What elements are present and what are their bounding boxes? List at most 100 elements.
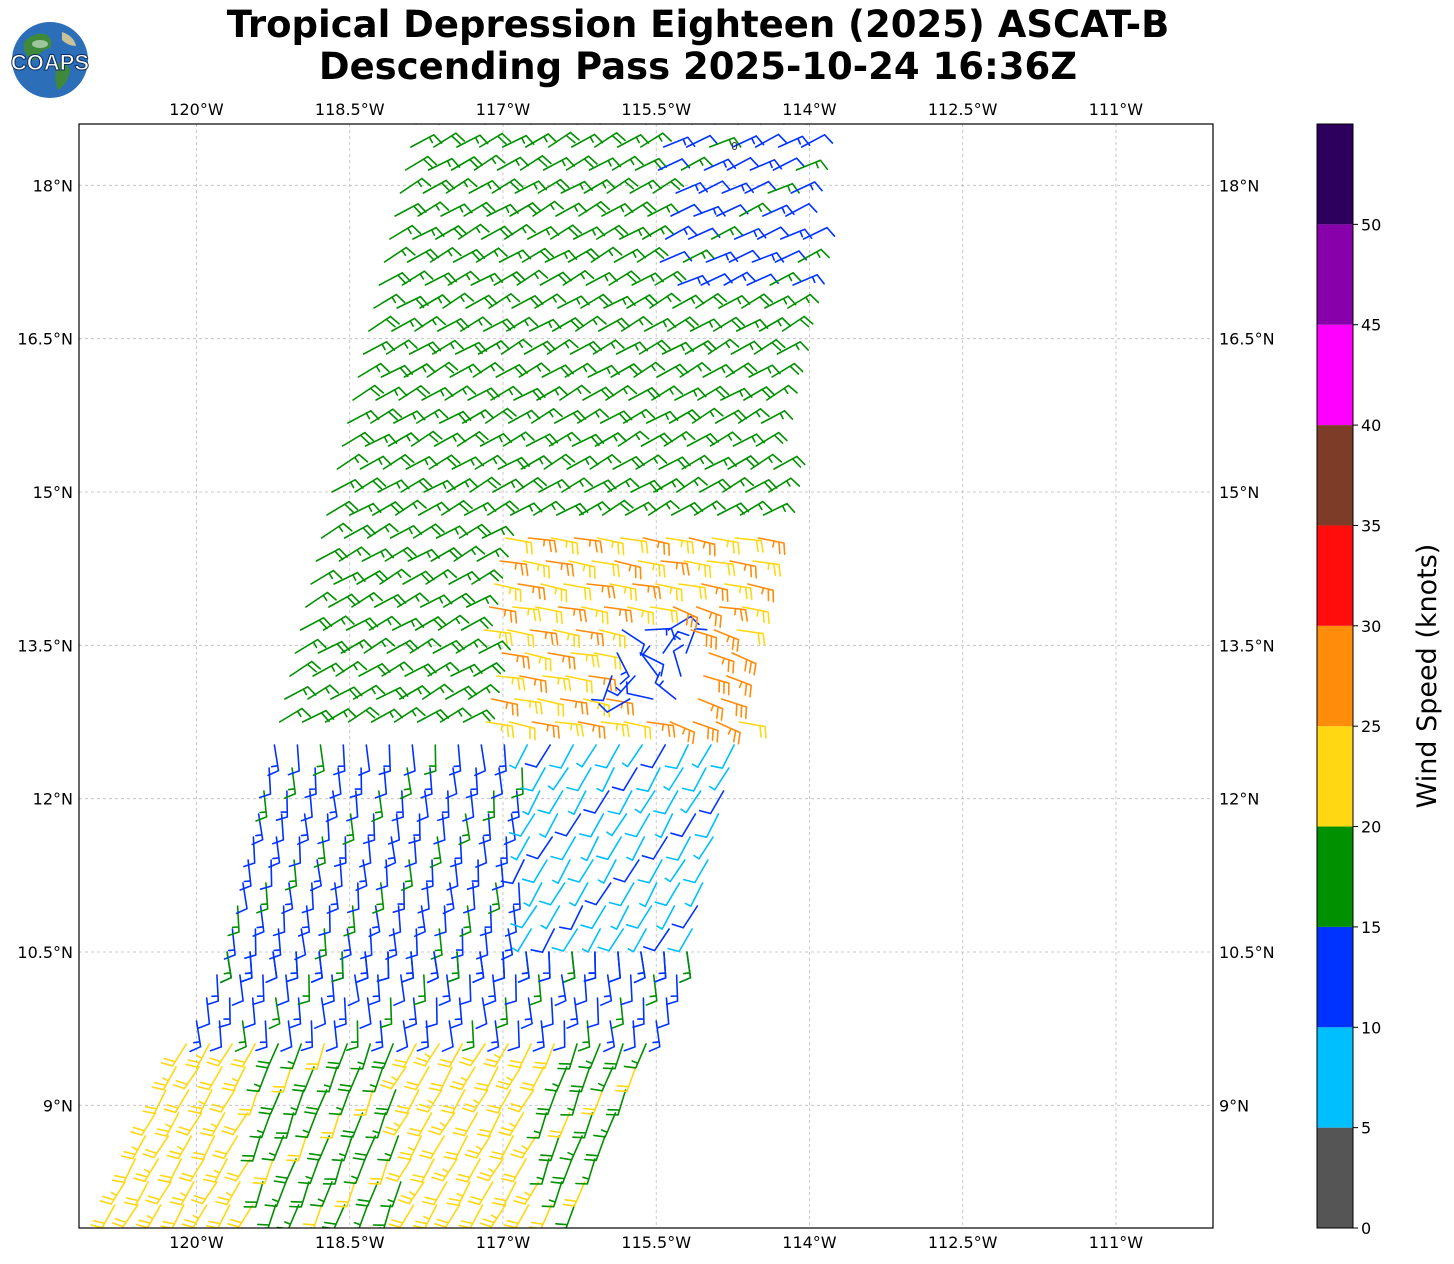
- wind-barb: [362, 1066, 384, 1093]
- x-tick-label-bottom: 120°W: [169, 1233, 224, 1252]
- wind-barb: [634, 790, 656, 814]
- wind-barb: [627, 928, 647, 953]
- wind-barb: [243, 836, 256, 868]
- wind-barb: [565, 675, 593, 694]
- wind-barb: [485, 721, 515, 739]
- wind-barb: [450, 997, 463, 1029]
- wind-barb: [670, 502, 704, 516]
- wind-barb: [681, 454, 714, 470]
- wind-barb: [559, 384, 591, 401]
- wind-barb: [500, 338, 533, 355]
- wind-barb: [553, 1204, 576, 1228]
- wind-barb: [767, 182, 800, 194]
- wind-barb: [474, 744, 487, 777]
- wind-barb: [275, 790, 289, 821]
- wind-barb: [691, 744, 712, 769]
- wind-barb: [802, 226, 836, 240]
- wind-barb: [489, 606, 518, 624]
- wind-barb: [651, 385, 684, 401]
- wind-barb: [380, 1181, 402, 1208]
- y-tick-label-left: 10.5°N: [17, 943, 73, 962]
- wind-barb: [188, 1089, 213, 1114]
- wind-barb: [312, 662, 345, 677]
- wind-barb: [264, 1227, 267, 1228]
- wind-barb: [514, 698, 543, 715]
- wind-barb: [628, 387, 661, 401]
- wind-barb: [511, 295, 544, 309]
- wind-barb: [781, 315, 814, 332]
- wind-barb: [297, 974, 311, 1005]
- wind-barb: [660, 560, 690, 576]
- wind-barb: [560, 1089, 581, 1116]
- wind-barb: [169, 1181, 195, 1206]
- wind-barb: [509, 813, 536, 837]
- wind-barb: [580, 606, 609, 625]
- wind-barb: [149, 1227, 152, 1228]
- wind-barb: [655, 583, 683, 602]
- wind-barb: [516, 269, 549, 286]
- wind-barb: [206, 1043, 233, 1067]
- wind-barb: [632, 583, 662, 600]
- wind-barb: [649, 606, 679, 624]
- wind-barb: [378, 744, 391, 776]
- wind-barb: [312, 744, 325, 776]
- colorbar-tick-label: 10: [1361, 1018, 1381, 1037]
- x-tick-label-bottom: 112.5°W: [928, 1233, 998, 1252]
- wind-barb: [526, 1112, 548, 1139]
- wind-barb: [419, 294, 452, 309]
- wind-barb: [298, 1158, 320, 1185]
- wind-barb: [625, 905, 653, 929]
- colorbar-frame: [1316, 123, 1354, 1229]
- wind-barb: [467, 1181, 494, 1206]
- wind-barb: [346, 1204, 369, 1228]
- y-tick-label-left: 18°N: [33, 176, 73, 195]
- wind-barb: [249, 1112, 272, 1139]
- wind-barb: [680, 156, 713, 171]
- y-tick-label-right: 10.5°N: [1219, 943, 1275, 962]
- wind-barb: [637, 859, 663, 884]
- wind-barb: [406, 248, 440, 263]
- wind-barb: [647, 203, 680, 217]
- wind-barb: [727, 455, 760, 470]
- wind-barb: [433, 132, 466, 148]
- wind-barb: [240, 1135, 262, 1162]
- wind-barb: [392, 882, 405, 913]
- wind-barb: [623, 721, 652, 740]
- wind-barb: [453, 545, 486, 562]
- wind-barb: [538, 882, 566, 906]
- wind-barb: [751, 251, 785, 263]
- wind-barb: [349, 767, 363, 798]
- wind-barb: [438, 124, 441, 125]
- wind-barb: [181, 1204, 208, 1228]
- wind-barb: [635, 454, 668, 470]
- wind-barb: [396, 1020, 409, 1053]
- wind-barb: [580, 293, 613, 309]
- wind-barbs: [90, 124, 836, 1228]
- wind-barb: [721, 182, 754, 194]
- wind-barb: [387, 432, 420, 447]
- wind-barb: [458, 223, 490, 240]
- wind-barb: [395, 499, 427, 516]
- colorbar-bin: [1317, 926, 1353, 1028]
- wind-barb: [441, 1020, 454, 1052]
- wind-barb: [567, 248, 600, 263]
- wind-barb: [449, 363, 482, 378]
- wind-barb: [371, 790, 384, 822]
- wind-barb: [259, 859, 273, 890]
- wind-barb: [445, 767, 458, 799]
- wind-barb: [227, 905, 240, 937]
- wind-barb: [422, 683, 454, 700]
- wind-barb: [488, 882, 501, 914]
- wind-barb: [461, 1089, 489, 1113]
- wind-barb: [652, 178, 685, 194]
- wind-barb: [416, 1020, 429, 1052]
- wind-barb: [166, 1135, 193, 1160]
- wind-barb: [606, 675, 636, 697]
- wind-barb: [206, 974, 220, 1006]
- wind-barb: [220, 951, 232, 984]
- wind-barb: [465, 294, 498, 309]
- wind-barb: [427, 661, 460, 677]
- wind-barb: [724, 583, 753, 601]
- wind-barb: [417, 201, 450, 217]
- wind-barb: [653, 478, 686, 493]
